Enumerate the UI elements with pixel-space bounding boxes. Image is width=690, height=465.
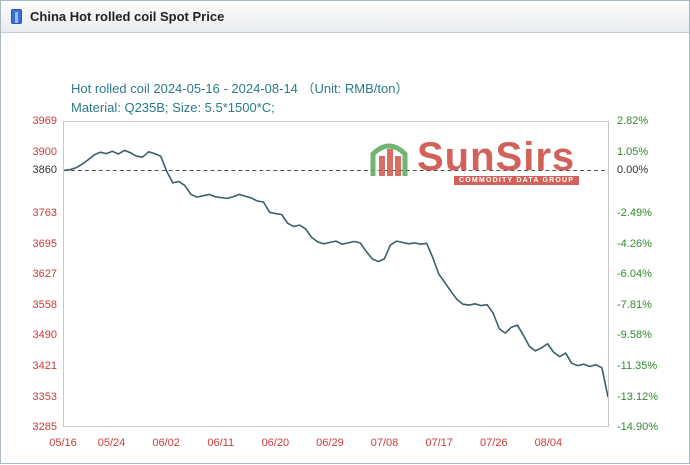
y-axis-right-label: -6.04% — [617, 268, 652, 280]
y-axis-right-label: 2.82% — [617, 115, 649, 127]
bookmark-icon — [11, 9, 22, 24]
plot-area — [63, 121, 609, 427]
y-axis-left-label: 3490 — [32, 329, 57, 342]
title-bar: China Hot rolled coil Spot Price — [1, 1, 689, 33]
y-axis-right-label: -9.58% — [617, 329, 652, 342]
y-axis-left-label: 3860 — [32, 163, 57, 176]
y-axis-right-label: -14.90% — [617, 421, 658, 433]
x-axis-label: 08/04 — [534, 437, 563, 449]
chart-area: Hot rolled coil 2024-05-16 - 2024-08-14 … — [1, 33, 689, 465]
x-axis-label: 06/20 — [261, 437, 290, 449]
y-axis-left-label: 3763 — [32, 207, 57, 220]
y-axis-right-label: 0.00% — [617, 163, 649, 176]
x-axis-label: 06/02 — [152, 437, 180, 449]
sunsirs-tagline: COMMODITY DATA GROUP — [454, 176, 580, 185]
chart-header: Hot rolled coil 2024-05-16 - 2024-08-14 … — [71, 79, 408, 117]
y-axis-right-label: -2.49% — [617, 207, 652, 220]
x-axis-label: 06/11 — [207, 437, 235, 449]
y-axis-left-label: 3900 — [32, 145, 57, 158]
x-axis-label: 05/24 — [97, 437, 126, 449]
y-axis-left-label: 3558 — [32, 298, 57, 311]
y-axis-left-label: 3285 — [32, 421, 57, 433]
sunsirs-brand-text: SunSirs COMMODITY DATA GROUP — [417, 135, 580, 185]
sunsirs-logo-icon — [367, 136, 411, 180]
y-axis-right-label: -7.81% — [617, 298, 652, 311]
y-axis-left-label: 3421 — [32, 360, 57, 373]
x-axis-label: 07/26 — [479, 437, 508, 449]
y-axis-right-label: 1.05% — [617, 145, 649, 158]
chart-title: Hot rolled coil 2024-05-16 - 2024-08-14 … — [71, 81, 409, 96]
y-axis-left-label: 3969 — [32, 115, 57, 127]
sunsirs-brand-label: SunSirs — [417, 135, 576, 179]
page-title: China Hot rolled coil Spot Price — [30, 9, 225, 24]
x-axis-label: 05/16 — [49, 437, 77, 449]
y-axis-right-label: -4.26% — [617, 237, 652, 250]
watermark: SunSirs COMMODITY DATA GROUP — [367, 135, 580, 185]
x-axis-label: 06/29 — [316, 437, 344, 449]
x-axis-label: 07/17 — [425, 437, 453, 449]
y-axis-left-label: 3353 — [32, 390, 57, 403]
y-axis-left-label: 3627 — [32, 268, 57, 280]
y-axis-right-label: -11.35% — [617, 360, 658, 373]
y-axis-left-label: 3695 — [32, 237, 57, 250]
x-axis-label: 07/08 — [370, 437, 399, 449]
price-line — [64, 149, 608, 398]
chart-subtitle: Material: Q235B; Size: 5.5*1500*C; — [71, 100, 275, 115]
y-axis-right-label: -13.12% — [617, 390, 658, 403]
